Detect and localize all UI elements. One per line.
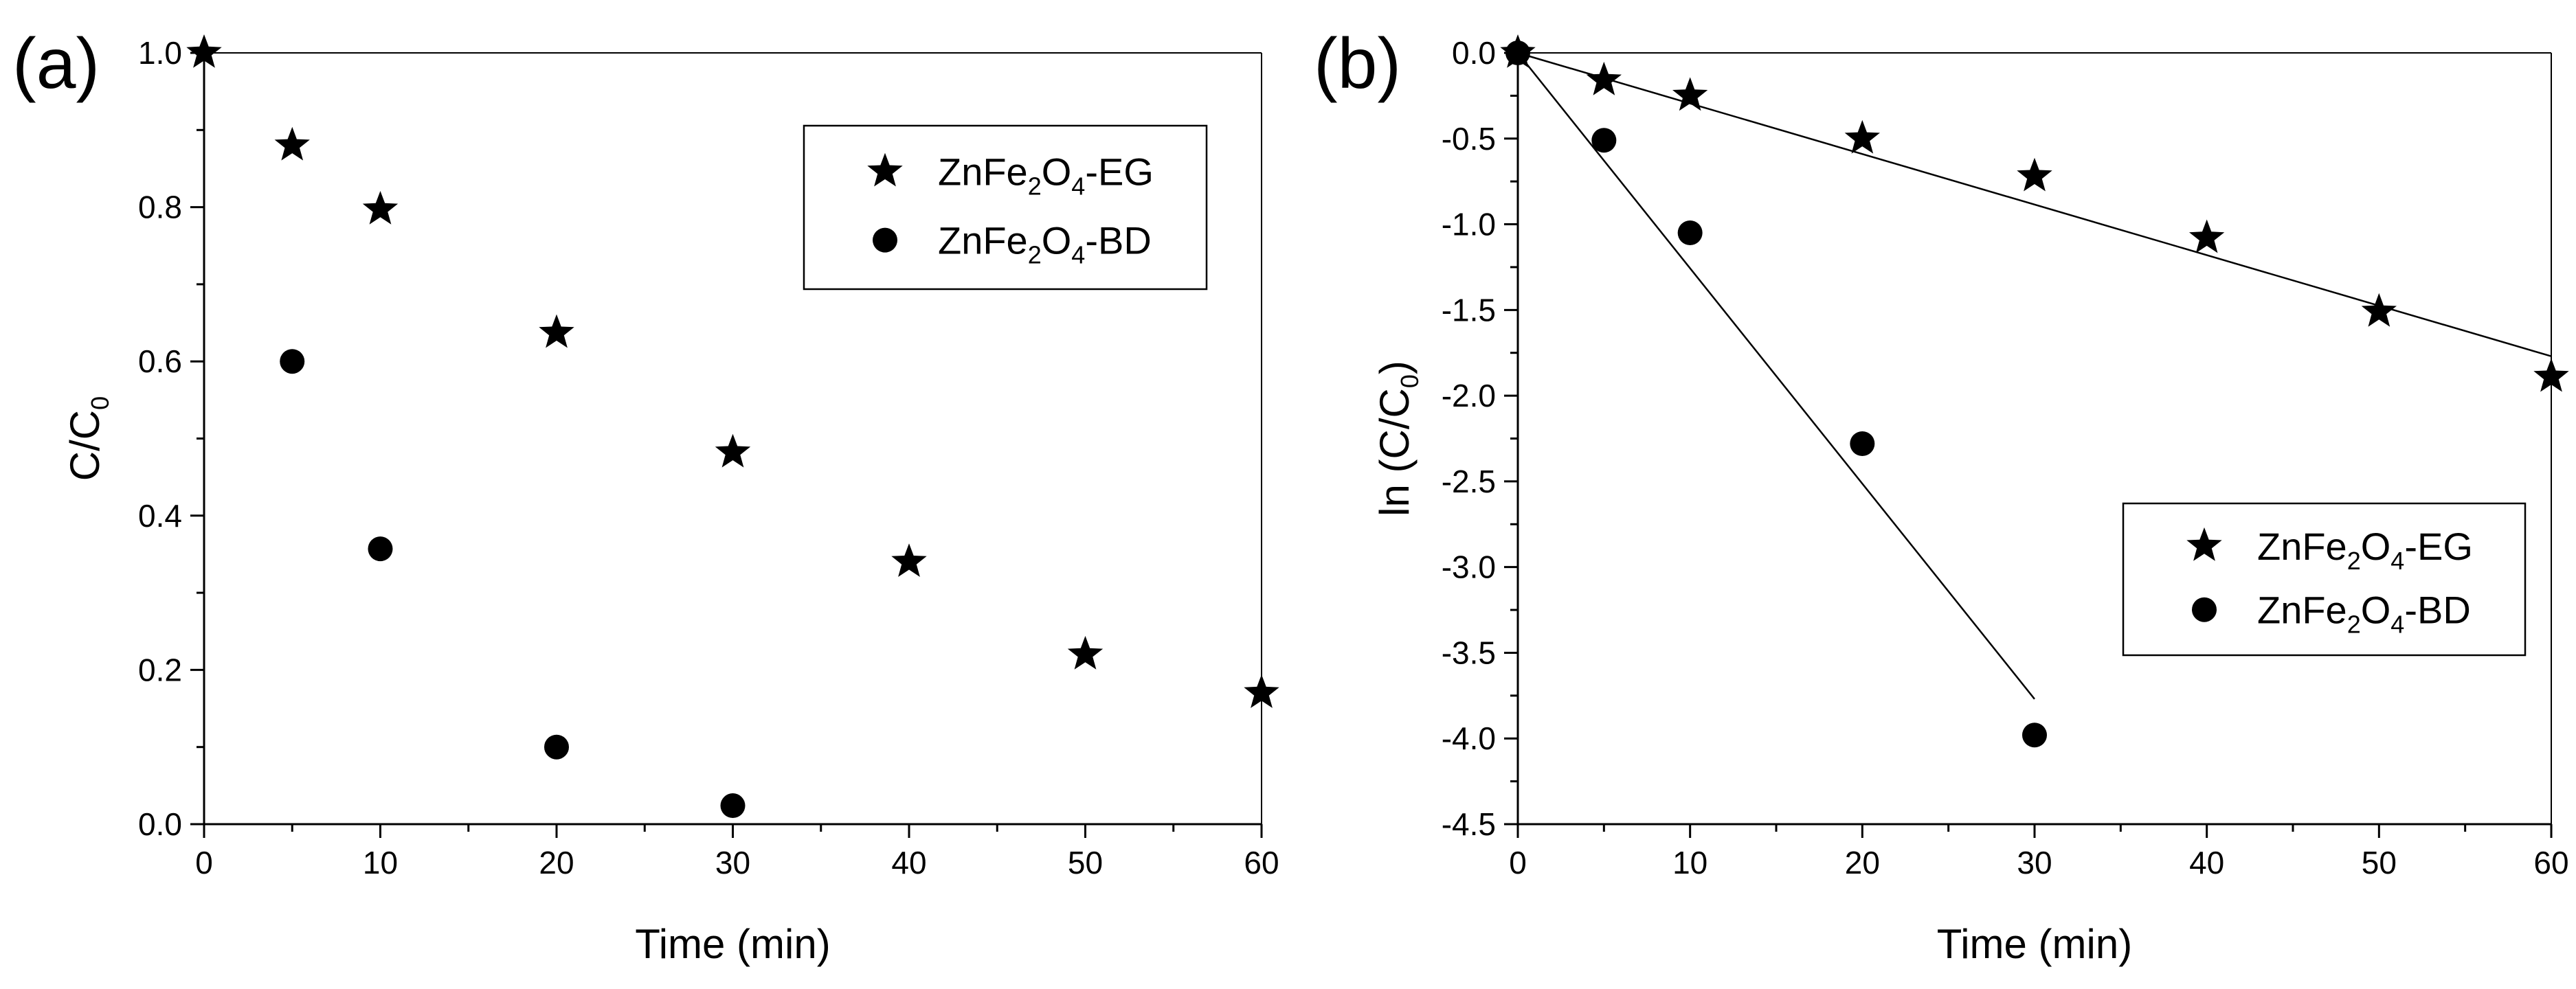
panel-b-y-tick-label: -1.5	[1442, 292, 1496, 328]
panel-b-fit-line-eg	[1517, 52, 2552, 357]
panel-a-eg-point	[274, 126, 310, 161]
panel-b-y-tick-label: -3.5	[1442, 635, 1496, 670]
panel-b-bd-point	[1850, 431, 1875, 456]
panel-a-y-tick-label: 0.2	[138, 652, 182, 687]
panel-a-label: (a)	[12, 24, 100, 104]
panel-b-x-tick-label: 10	[1672, 845, 1707, 880]
panel-a-eg-point	[362, 191, 399, 225]
panel-b-y-axis-title: ln (C/C0)	[1371, 361, 1424, 516]
panel-b-eg-point	[2017, 157, 2052, 192]
panel-b-series-bd	[1505, 41, 2047, 748]
panel-a-y-tick-label: 0.6	[138, 343, 182, 379]
panel-a-legend: ZnFe2O4-EG ZnFe2O4-BD	[803, 124, 1208, 291]
panel-a-series-eg	[186, 34, 1279, 708]
panel-b-legend: ZnFe2O4-EG ZnFe2O4-BD	[2122, 502, 2527, 657]
panel-a-x-tick-label: 10	[363, 845, 398, 880]
panel-a-eg-point	[1067, 635, 1104, 670]
panel-a-x-tick-label: 50	[1068, 845, 1103, 880]
panel-a-x-axis-title: Time (min)	[635, 921, 830, 967]
panel-a-x-tick-label: 60	[1244, 845, 1279, 880]
panel-b-legend-marker-bd	[2192, 597, 2217, 622]
panel-b-bd-point	[1505, 41, 1530, 65]
panel-b-y-tick-label: -0.5	[1442, 121, 1496, 157]
panel-a-bd-point	[368, 536, 393, 562]
panel-a-series-bd	[280, 349, 746, 819]
panel-b-bd-point	[1677, 220, 1703, 246]
panel-b-bd-point	[2022, 723, 2047, 748]
panel-a-y-tick-label: 0.8	[138, 190, 182, 225]
panel-a-legend-marker-eg	[867, 152, 903, 187]
panel-a-x-tick-label: 20	[539, 845, 574, 880]
panel-b-x-tick-label: 30	[2017, 845, 2052, 880]
panel-b-x-tick-label: 20	[1845, 845, 1880, 880]
panel-b-y-tick-label: 0.0	[1452, 35, 1496, 71]
panel-a-eg-point	[186, 34, 222, 68]
panel-a-x-tick-label: 0	[195, 845, 213, 880]
panel-b-legend-label-eg: ZnFe2O4-EG	[2257, 525, 2473, 575]
panel-b-y-tick-label: -3.0	[1442, 549, 1496, 585]
panel-b-x-axis-title: Time (min)	[1937, 921, 2132, 967]
panel-b-legend-box	[2122, 502, 2527, 657]
panel-b-x-tick-label: 50	[2362, 845, 2397, 880]
panel-b-y-tick-label: -1.0	[1442, 207, 1496, 242]
panel-a-y-tick-label: 1.0	[138, 35, 182, 71]
panel-b-series-eg	[1500, 34, 2569, 392]
panel-a-bd-point	[544, 734, 569, 760]
panel-b-bd-point	[1591, 128, 1617, 153]
panel-a-legend-box	[803, 124, 1208, 291]
panel-b-y-tick-label: -2.0	[1442, 378, 1496, 413]
panel-a-bd-point	[280, 349, 305, 374]
panel-a-y-axis-title: C/C0	[62, 396, 114, 481]
panel-a-eg-point	[891, 543, 927, 577]
panel-a-legend-marker-bd	[873, 227, 897, 253]
panel-b-x-tick-label: 0	[1509, 845, 1527, 880]
panel-a-y-tick-label: 0.0	[138, 806, 182, 842]
panel-a-x-tick-label: 40	[891, 845, 926, 880]
panel-b-legend-marker-eg	[2186, 527, 2222, 561]
panel-a-legend-label-bd: ZnFe2O4-BD	[938, 219, 1152, 269]
panel-b-eg-point	[1672, 77, 1708, 111]
panel-b-label: (b)	[1314, 24, 1401, 104]
panel-b-x-tick-label: 60	[2533, 845, 2568, 880]
panel-a-bd-point	[720, 793, 746, 819]
panel-b-x-tick-label: 40	[2189, 845, 2224, 880]
panel-a-eg-point	[715, 433, 751, 468]
panel-b-legend-label-bd: ZnFe2O4-BD	[2257, 589, 2471, 639]
panel-a-chart: 0 10 20 30 40 50 60 0.0 0.2 0.4 0.6 0.8 1.0 (a) Time (…	[12, 24, 1279, 967]
panel-b-y-tick-label: -4.5	[1442, 806, 1496, 842]
panel-b-fit-line-bd	[1517, 52, 2035, 700]
panel-a-eg-point	[539, 314, 574, 348]
panel-b-chart: 0 10 20 30 40 50 60 0.0 -0.5 -1.0 -1.5 -2.0 -2.5 -3.0…	[1314, 24, 2569, 967]
panel-a-y-tick-label: 0.4	[138, 498, 182, 534]
panel-a-legend-label-eg: ZnFe2O4-EG	[938, 150, 1154, 201]
panel-b-y-tick-label: -2.5	[1442, 464, 1496, 499]
panel-b-eg-point	[2533, 358, 2569, 392]
panel-b-eg-point	[2361, 293, 2397, 327]
panel-a-x-tick-label: 30	[715, 845, 750, 880]
panel-b-eg-point	[1844, 120, 1880, 154]
panel-a-eg-point	[1244, 674, 1279, 708]
panel-b-eg-point	[1586, 61, 1622, 95]
panel-b-eg-point	[2189, 219, 2225, 253]
panel-b-y-tick-label: -4.0	[1442, 720, 1496, 756]
